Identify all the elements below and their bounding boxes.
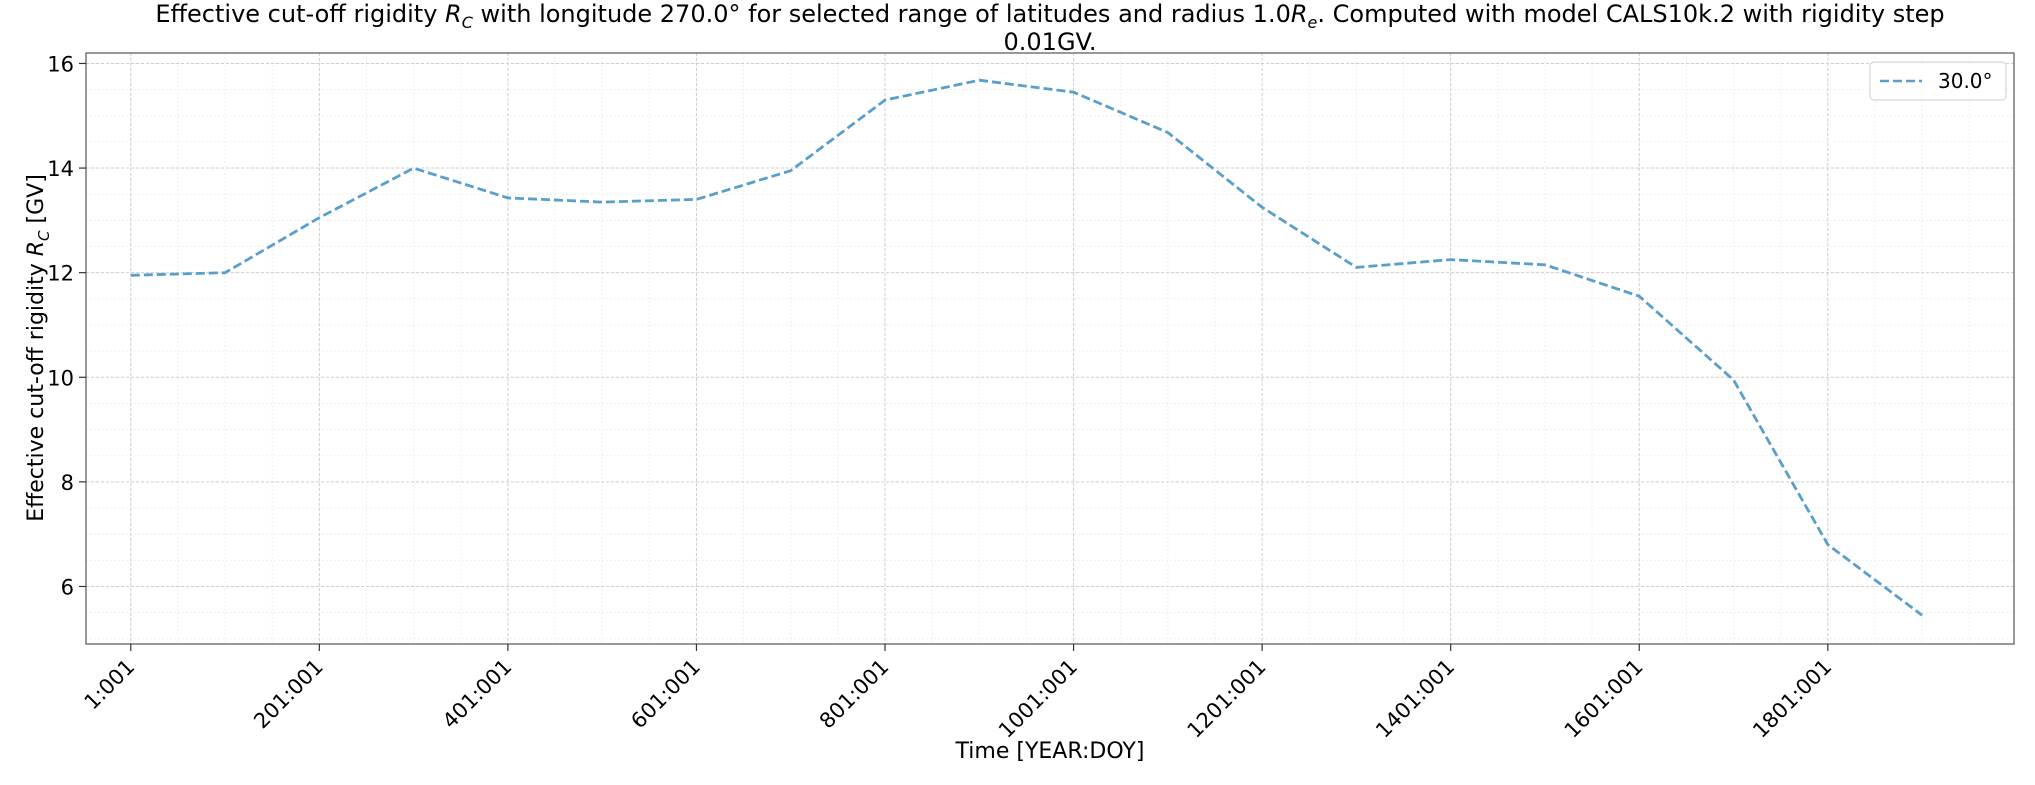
y-tick-label: 6 <box>61 575 74 599</box>
title-symbol-re: R <box>1291 0 1308 28</box>
y-tick-label: 12 <box>47 262 74 286</box>
x-tick-label: 1001:001 <box>994 655 1082 743</box>
series-layer <box>130 78 1923 617</box>
x-axis-label: Time [YEAR:DOY] <box>955 739 1145 764</box>
y-axis-label-part-2: [GV] <box>24 174 49 230</box>
x-tick-label: 1601:001 <box>1560 655 1648 743</box>
y-axis-label-part-1: Effective cut-off rigidity <box>24 256 49 522</box>
y-tick-label: 14 <box>47 157 74 181</box>
x-axis-ticks: 1:001 201:001 401:001 601:001 801:001 1001:00… <box>80 644 1836 743</box>
title-symbol-rc: R <box>445 0 462 28</box>
series-line-0 <box>130 78 1923 617</box>
title-symbol-re-sub: e <box>1308 13 1318 32</box>
legend-entry-label: 30.0° <box>1938 69 1993 93</box>
plot-frame <box>85 52 2015 645</box>
y-tick-label: 16 <box>47 52 74 76</box>
major-grid <box>86 53 2014 644</box>
legend-box <box>1869 61 2007 101</box>
title-part-2: with longitude 270.0° for selected range… <box>473 0 1291 28</box>
minor-grid <box>86 53 2014 644</box>
y-tick-label: 8 <box>61 471 74 495</box>
x-tick-label: 1801:001 <box>1748 655 1836 743</box>
x-tick-label: 1:001 <box>80 655 140 715</box>
y-axis-symbol-rc-sub: C <box>35 230 53 241</box>
legend: 30.0° <box>1869 61 2007 101</box>
x-tick-label: 401:001 <box>438 655 517 734</box>
chart-title-line-1: Effective cut-off rigidity RC with longi… <box>155 0 1944 32</box>
title-part-1: Effective cut-off rigidity <box>155 0 445 28</box>
title-part-3: . Computed with model CALS10k.2 with rig… <box>1317 0 1944 28</box>
title-symbol-rc-sub: C <box>462 13 474 32</box>
y-axis-ticks: 6 8 10 12 14 16 <box>47 52 86 599</box>
y-axis-symbol-rc: R <box>24 241 49 256</box>
y-axis-label: Effective cut-off rigidity RC [GV] <box>24 174 53 522</box>
x-tick-label: 1401:001 <box>1371 655 1459 743</box>
x-tick-label: 1201:001 <box>1183 655 1271 743</box>
y-tick-label: 10 <box>47 366 74 390</box>
chart-title-line-2: 0.01GV. <box>1004 28 1097 56</box>
x-tick-label: 801:001 <box>815 655 894 734</box>
x-tick-label: 201:001 <box>249 655 328 734</box>
x-tick-label: 601:001 <box>626 655 705 734</box>
